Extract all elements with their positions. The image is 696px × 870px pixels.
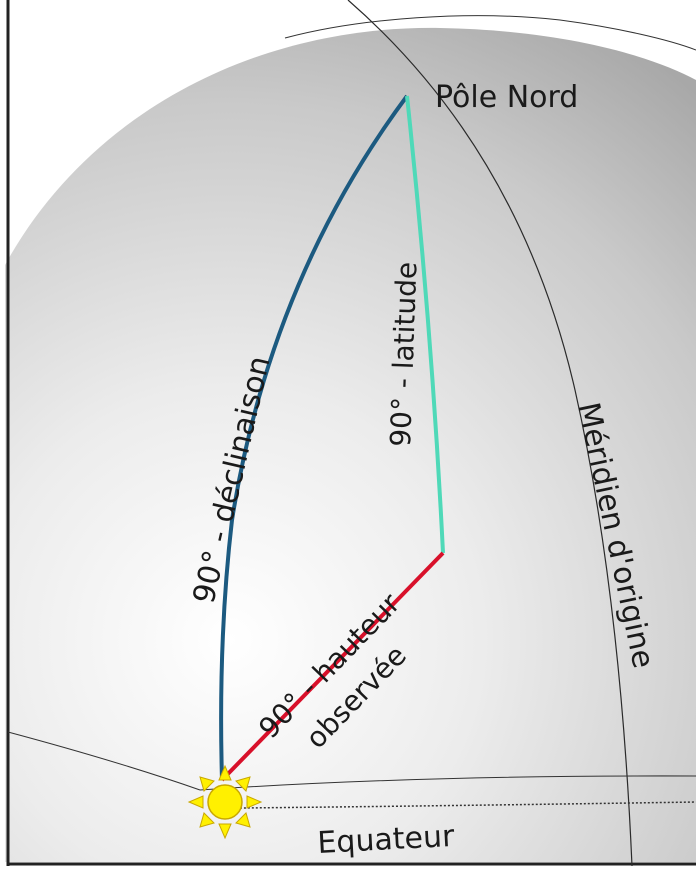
equateur-label: Equateur: [317, 819, 456, 861]
great-circle-line: [7, 731, 201, 791]
prime-meridian-line: [347, 0, 633, 867]
declinaison-arc: [219, 94, 409, 781]
pole-nord-label: Pôle Nord: [435, 80, 578, 115]
hauteur-arc: [220, 551, 445, 782]
sun-icon: [187, 764, 263, 840]
back-circle-line: [284, 15, 696, 51]
latitude-label: 90° - latitude: [384, 261, 423, 447]
equator-line: [199, 775, 696, 791]
latitude-arc: [405, 95, 445, 554]
